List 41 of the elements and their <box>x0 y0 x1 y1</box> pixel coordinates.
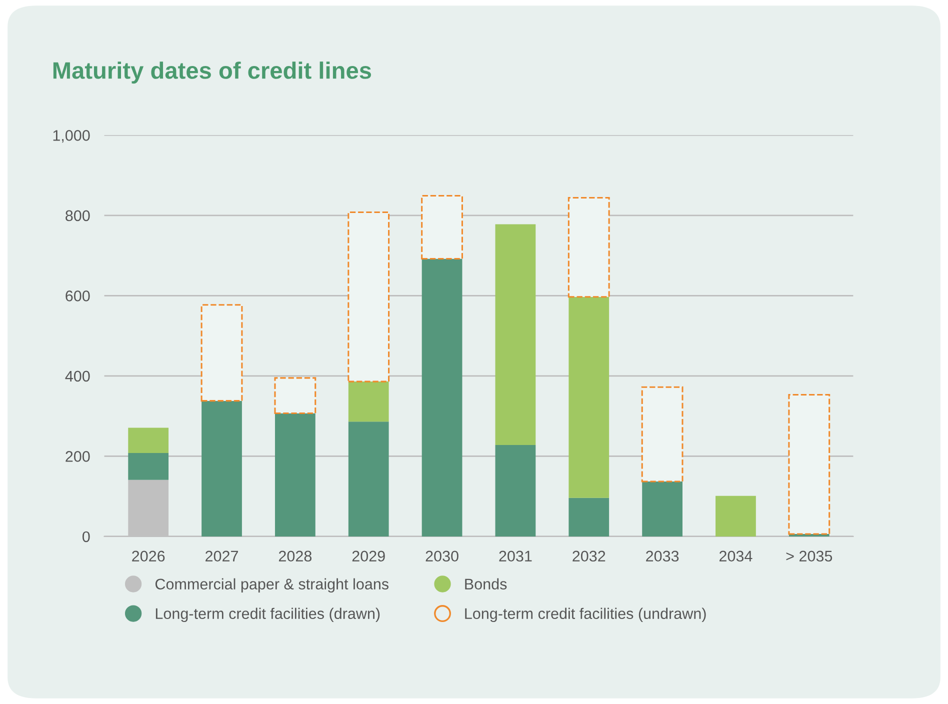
bar <box>568 296 610 498</box>
bar <box>495 224 536 445</box>
legend-label: Long-term credit facilities (drawn) <box>156 608 380 622</box>
bar <box>202 400 242 536</box>
x-tick-label: > 2035 <box>786 550 832 562</box>
bar <box>788 394 830 535</box>
y-tick-label: 400 <box>65 370 90 382</box>
bar <box>422 258 462 536</box>
bar <box>421 194 463 260</box>
x-tick-label: 2032 <box>572 550 606 562</box>
bar <box>568 498 610 536</box>
bar <box>348 422 389 536</box>
y-tick-label: 600 <box>66 290 90 302</box>
x-tick-label: 2033 <box>646 550 679 562</box>
legend-label: Long-term credit facilities (undrawn) <box>465 608 706 622</box>
bar <box>348 211 390 382</box>
x-tick-label: 2028 <box>278 550 312 562</box>
bar <box>274 413 316 536</box>
bar <box>495 444 536 536</box>
bar <box>716 496 756 536</box>
y-tick-label: 1,000 <box>53 130 90 143</box>
x-tick-label: 2030 <box>426 550 458 562</box>
bar <box>568 197 610 298</box>
x-tick-label: 2027 <box>206 550 238 562</box>
y-tick-label: 0 <box>82 531 90 542</box>
chart-title: Maturity dates of credit lines <box>53 62 372 84</box>
bar <box>200 304 243 402</box>
legend-label: Commercial paper & straight loans <box>155 578 389 593</box>
y-tick-label: 800 <box>66 210 90 222</box>
bar <box>348 382 389 422</box>
y-tick-label: 200 <box>66 451 90 462</box>
bar <box>641 386 684 482</box>
x-tick-label: 2026 <box>132 550 165 562</box>
bar <box>128 452 169 480</box>
bar <box>642 481 682 536</box>
legend-label: Bonds <box>465 578 507 590</box>
bar <box>128 428 169 453</box>
x-tick-label: 2031 <box>499 550 532 562</box>
x-tick-label: 2034 <box>720 550 752 562</box>
bar <box>274 377 316 414</box>
x-tick-label: 2029 <box>352 550 385 562</box>
